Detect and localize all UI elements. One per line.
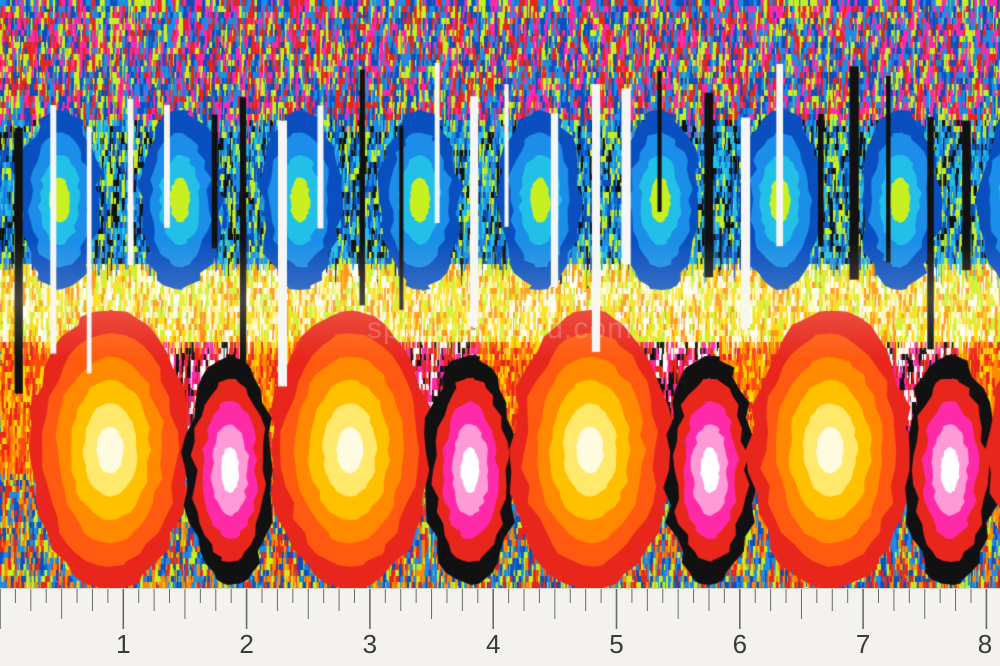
- ruler-label: 4: [485, 629, 501, 659]
- ruler-label: 7: [855, 629, 871, 659]
- ruler-label: 3: [362, 629, 378, 659]
- ruler-ticks: [0, 589, 988, 629]
- ruler-label: 5: [609, 629, 624, 659]
- ruler-label: 6: [732, 629, 748, 659]
- measuring-ruler: 1 2 3 4 5 6 7 8: [0, 588, 1000, 666]
- fabric-print-image: [0, 0, 1000, 588]
- ruler-label: 1: [116, 629, 131, 659]
- ruler-label: 8: [977, 629, 993, 659]
- ruler-label: 2: [239, 629, 254, 659]
